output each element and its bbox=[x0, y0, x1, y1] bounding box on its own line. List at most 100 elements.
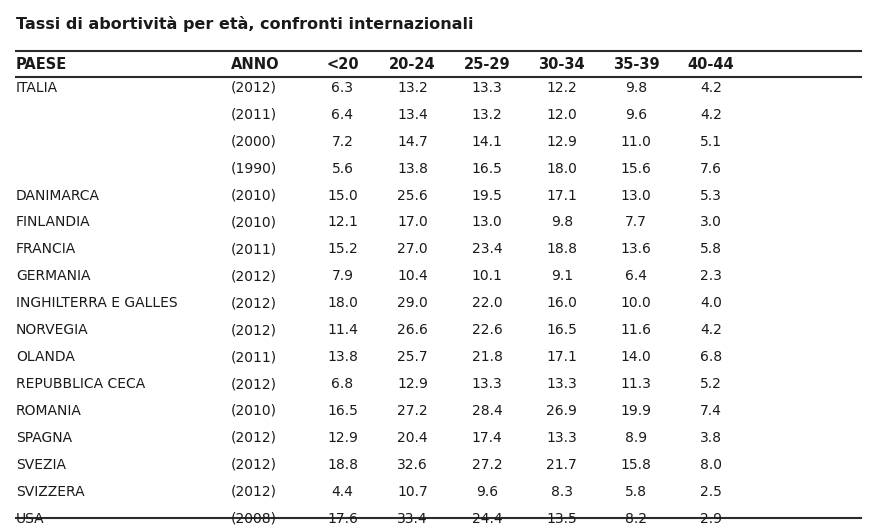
Text: 17.0: 17.0 bbox=[397, 216, 428, 229]
Text: 13.0: 13.0 bbox=[621, 189, 652, 202]
Text: 18.8: 18.8 bbox=[327, 458, 358, 472]
Text: 19.9: 19.9 bbox=[621, 404, 652, 418]
Text: 40-44: 40-44 bbox=[688, 57, 734, 72]
Text: 11.4: 11.4 bbox=[327, 323, 358, 337]
Text: 16.5: 16.5 bbox=[472, 162, 503, 175]
Text: SVIZZERA: SVIZZERA bbox=[16, 485, 84, 499]
Text: 22.6: 22.6 bbox=[472, 323, 503, 337]
Text: (2010): (2010) bbox=[231, 216, 276, 229]
Text: 23.4: 23.4 bbox=[472, 242, 503, 256]
Text: 14.7: 14.7 bbox=[397, 134, 428, 149]
Text: 2.9: 2.9 bbox=[700, 512, 722, 525]
Text: 29.0: 29.0 bbox=[397, 296, 428, 310]
Text: 12.2: 12.2 bbox=[546, 81, 577, 95]
Text: (2012): (2012) bbox=[231, 296, 276, 310]
Text: 17.6: 17.6 bbox=[327, 512, 358, 525]
Text: 5.3: 5.3 bbox=[700, 189, 722, 202]
Text: 15.6: 15.6 bbox=[621, 162, 652, 175]
Text: 22.0: 22.0 bbox=[472, 296, 503, 310]
Text: OLANDA: OLANDA bbox=[16, 350, 75, 364]
Text: 13.3: 13.3 bbox=[472, 81, 503, 95]
Text: 17.1: 17.1 bbox=[546, 350, 577, 364]
Text: 32.6: 32.6 bbox=[397, 458, 428, 472]
Text: 13.2: 13.2 bbox=[472, 108, 503, 122]
Text: 13.8: 13.8 bbox=[327, 350, 358, 364]
Text: 17.4: 17.4 bbox=[472, 431, 503, 445]
Text: 17.1: 17.1 bbox=[546, 189, 577, 202]
Text: 13.3: 13.3 bbox=[546, 431, 577, 445]
Text: 13.0: 13.0 bbox=[472, 216, 503, 229]
Text: 14.0: 14.0 bbox=[621, 350, 652, 364]
Text: (2012): (2012) bbox=[231, 377, 276, 391]
Text: 13.3: 13.3 bbox=[546, 377, 577, 391]
Text: 27.2: 27.2 bbox=[472, 458, 503, 472]
Text: 7.7: 7.7 bbox=[625, 216, 647, 229]
Text: 11.0: 11.0 bbox=[621, 134, 652, 149]
Text: 8.3: 8.3 bbox=[551, 485, 573, 499]
Text: (2012): (2012) bbox=[231, 485, 276, 499]
Text: 19.5: 19.5 bbox=[472, 189, 503, 202]
Text: 20-24: 20-24 bbox=[389, 57, 436, 72]
Text: 25.7: 25.7 bbox=[397, 350, 428, 364]
Text: (2012): (2012) bbox=[231, 458, 276, 472]
Text: 13.8: 13.8 bbox=[397, 162, 428, 175]
Text: NORVEGIA: NORVEGIA bbox=[16, 323, 89, 337]
Text: FINLANDIA: FINLANDIA bbox=[16, 216, 90, 229]
Text: DANIMARCA: DANIMARCA bbox=[16, 189, 100, 202]
Text: SVEZIA: SVEZIA bbox=[16, 458, 66, 472]
Text: 18.0: 18.0 bbox=[546, 162, 577, 175]
Text: 25.6: 25.6 bbox=[397, 189, 428, 202]
Text: (2010): (2010) bbox=[231, 189, 276, 202]
Text: 9.8: 9.8 bbox=[625, 81, 647, 95]
Text: 8.0: 8.0 bbox=[700, 458, 722, 472]
Text: 10.1: 10.1 bbox=[472, 269, 503, 284]
Text: (2010): (2010) bbox=[231, 404, 276, 418]
Text: 13.5: 13.5 bbox=[546, 512, 577, 525]
Text: 2.5: 2.5 bbox=[700, 485, 722, 499]
Text: (2012): (2012) bbox=[231, 431, 276, 445]
Text: 13.4: 13.4 bbox=[397, 108, 428, 122]
Text: 9.8: 9.8 bbox=[551, 216, 573, 229]
Text: 20.4: 20.4 bbox=[397, 431, 428, 445]
Text: REPUBBLICA CECA: REPUBBLICA CECA bbox=[16, 377, 145, 391]
Text: 6.4: 6.4 bbox=[332, 108, 353, 122]
Text: 8.9: 8.9 bbox=[625, 431, 647, 445]
Text: 11.3: 11.3 bbox=[621, 377, 652, 391]
Text: ANNO: ANNO bbox=[231, 57, 279, 72]
Text: 5.8: 5.8 bbox=[700, 242, 722, 256]
Text: 25-29: 25-29 bbox=[464, 57, 510, 72]
Text: 33.4: 33.4 bbox=[397, 512, 428, 525]
Text: 4.4: 4.4 bbox=[332, 485, 353, 499]
Text: 27.0: 27.0 bbox=[397, 242, 428, 256]
Text: 10.4: 10.4 bbox=[397, 269, 428, 284]
Text: 7.4: 7.4 bbox=[700, 404, 722, 418]
Text: 11.6: 11.6 bbox=[621, 323, 652, 337]
Text: USA: USA bbox=[16, 512, 45, 525]
Text: 27.2: 27.2 bbox=[397, 404, 428, 418]
Text: (2012): (2012) bbox=[231, 269, 276, 284]
Text: 21.8: 21.8 bbox=[472, 350, 503, 364]
Text: 2.3: 2.3 bbox=[700, 269, 722, 284]
Text: (2008): (2008) bbox=[231, 512, 276, 525]
Text: 12.0: 12.0 bbox=[546, 108, 577, 122]
Text: 16.0: 16.0 bbox=[546, 296, 577, 310]
Text: 3.0: 3.0 bbox=[700, 216, 722, 229]
Text: (2011): (2011) bbox=[231, 242, 277, 256]
Text: 9.6: 9.6 bbox=[476, 485, 498, 499]
Text: 12.9: 12.9 bbox=[327, 431, 358, 445]
Text: (2012): (2012) bbox=[231, 323, 276, 337]
Text: 4.2: 4.2 bbox=[700, 323, 722, 337]
Text: 16.5: 16.5 bbox=[327, 404, 358, 418]
Text: SPAGNA: SPAGNA bbox=[16, 431, 72, 445]
Text: (2000): (2000) bbox=[231, 134, 276, 149]
Text: FRANCIA: FRANCIA bbox=[16, 242, 76, 256]
Text: 26.9: 26.9 bbox=[546, 404, 577, 418]
Text: 28.4: 28.4 bbox=[472, 404, 503, 418]
Text: 15.0: 15.0 bbox=[327, 189, 358, 202]
Text: 24.4: 24.4 bbox=[472, 512, 503, 525]
Text: 18.0: 18.0 bbox=[327, 296, 358, 310]
Text: 15.8: 15.8 bbox=[621, 458, 652, 472]
Text: <20: <20 bbox=[326, 57, 359, 72]
Text: Tassi di abortività per età, confronti internazionali: Tassi di abortività per età, confronti i… bbox=[16, 15, 474, 32]
Text: GERMANIA: GERMANIA bbox=[16, 269, 90, 284]
